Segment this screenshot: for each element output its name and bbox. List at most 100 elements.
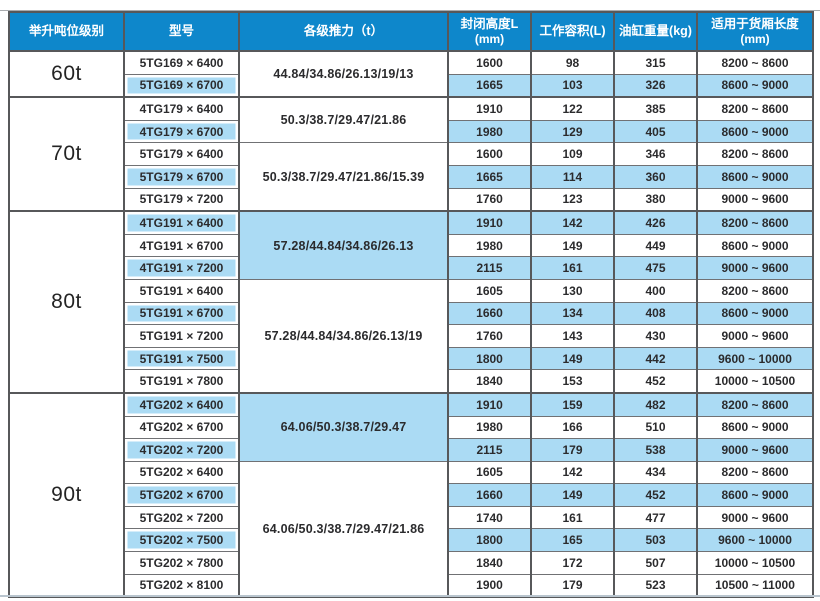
model-cell: 5TG191 × 7200 [123, 324, 240, 348]
col-header-label: 举升吨位级别 [28, 24, 104, 38]
weight-cell: 523 [613, 573, 698, 598]
model-cell: 5TG179 × 6400 [123, 142, 240, 166]
bottom-divider [0, 595, 820, 597]
model-cell: 5TG202 × 7800 [123, 551, 240, 575]
volume-cell: 149 [530, 346, 615, 371]
volume-cell: 179 [530, 438, 615, 462]
volume-cell: 143 [530, 324, 615, 348]
closed-height-cell: 1800 [447, 346, 532, 371]
table-row: 4TG191 × 7200 2115 161 475 9000 ~ 9600 [9, 256, 814, 280]
thrust-cell: 57.28/44.84/34.86/26.13/19 [238, 278, 449, 394]
table-header: 举升吨位级别 型号 各级推力（t） 封闭高度L (mm) 工作容积(L) 油缸重… [8, 12, 814, 52]
thrust-cell: 64.06/50.3/38.7/29.47 [238, 391, 449, 462]
closed-height-cell: 1600 [447, 49, 532, 75]
table-row: 80t 4TG191 × 6400 57.28/44.84/34.86/26.13 1… [8, 210, 814, 394]
weight-cell: 385 [613, 96, 698, 121]
box-length-cell: 9600 ~ 10000 [696, 346, 814, 371]
closed-height-cell: 2115 [447, 438, 532, 462]
thrust-cell: 50.3/38.7/29.47/21.86 [238, 96, 449, 144]
model-cell: 4TG202 × 6400 [123, 391, 240, 417]
volume-cell: 98 [530, 49, 615, 75]
weight-cell: 482 [613, 391, 698, 417]
col-header-cargo-box-length: 适用于货厢长度 (mm) [696, 12, 814, 52]
weight-cell: 510 [613, 415, 698, 440]
model-cell: 4TG202 × 6700 [123, 415, 240, 440]
closed-height-cell: 1665 [447, 73, 532, 98]
table-row: 5TG179 × 6400 50.3/38.7/29.47/21.86/15.39… [9, 142, 814, 212]
model-cell: 5TG202 × 6400 [123, 460, 240, 485]
volume-cell: 161 [530, 256, 615, 280]
top-divider [0, 10, 820, 11]
thrust-cell: 50.3/38.7/29.47/21.86/15.39 [238, 142, 449, 212]
box-length-cell: 8200 ~ 8600 [696, 391, 814, 417]
box-length-cell: 8200 ~ 8600 [696, 96, 814, 121]
volume-cell: 134 [530, 301, 615, 326]
header-row: 举升吨位级别 型号 各级推力（t） 封闭高度L (mm) 工作容积(L) 油缸重… [8, 12, 814, 52]
table-row: 70t 4TG179 × 6400 50.3/38.7/29.47/21.86 191… [8, 96, 814, 212]
volume-cell: 129 [530, 119, 615, 144]
table-row: 5TG202 × 7800 1840 172 507 10000 ~ 10500 [9, 551, 814, 575]
box-length-cell: 8600 ~ 9000 [696, 301, 814, 326]
model-cell: 4TG191 × 7200 [123, 256, 240, 280]
closed-height-cell: 1910 [447, 96, 532, 121]
volume-cell: 172 [530, 551, 615, 575]
model-cell: 5TG169 × 6400 [123, 49, 240, 75]
volume-cell: 159 [530, 391, 615, 417]
volume-cell: 165 [530, 528, 615, 553]
hydraulic-cylinder-spec-table: 举升吨位级别 型号 各级推力（t） 封闭高度L (mm) 工作容积(L) 油缸重… [8, 11, 814, 599]
table-row: 5TG191 × 7800 1840 153 452 10000 ~ 10500 [9, 369, 814, 394]
model-cell: 5TG191 × 7800 [123, 369, 240, 394]
box-length-cell: 9000 ~ 9600 [696, 187, 814, 212]
model-cell: 5TG169 × 6700 [123, 73, 240, 98]
table-row: 5TG191 × 6700 1660 134 408 8600 ~ 9000 [9, 301, 814, 326]
volume-cell: 142 [530, 210, 615, 235]
closed-height-cell: 1980 [447, 119, 532, 144]
col-header-label: 型号 [168, 24, 194, 38]
tonnage-cell: 70t [8, 96, 125, 212]
closed-height-cell: 1900 [447, 573, 532, 598]
closed-height-cell: 1600 [447, 142, 532, 166]
weight-cell: 538 [613, 438, 698, 462]
closed-height-cell: 1740 [447, 505, 532, 530]
weight-cell: 346 [613, 142, 698, 166]
table-row: 90t 4TG202 × 6400 64.06/50.3/38.7/29.47 191… [8, 391, 814, 598]
model-cell: 5TG202 × 8100 [123, 573, 240, 598]
table-row: 5TG179 × 7200 1760 123 380 9000 ~ 9600 [9, 187, 814, 212]
table-row: 5TG191 × 7200 1760 143 430 9000 ~ 9600 [9, 324, 814, 348]
model-cell: 5TG202 × 7500 [123, 528, 240, 553]
volume-cell: 179 [530, 573, 615, 598]
volume-cell: 149 [530, 483, 615, 507]
closed-height-cell: 1910 [447, 391, 532, 417]
box-length-cell: 8600 ~ 9000 [696, 73, 814, 98]
weight-cell: 430 [613, 324, 698, 348]
model-cell: 5TG191 × 6700 [123, 301, 240, 326]
model-cell: 5TG191 × 7500 [123, 346, 240, 371]
col-header-label: 各级推力（t） [303, 24, 384, 38]
volume-cell: 149 [530, 233, 615, 258]
table-row: 5TG179 × 6700 1665 114 360 8600 ~ 9000 [9, 164, 814, 189]
box-length-cell: 8200 ~ 8600 [696, 142, 814, 166]
col-header-label: 适用于货厢长度 [711, 16, 799, 31]
weight-cell: 452 [613, 483, 698, 507]
col-header-cylinder-weight: 油缸重量(kg) [613, 12, 698, 52]
thrust-cell: 64.06/50.3/38.7/29.47/21.86 [238, 460, 449, 598]
table-row: 4TG202 × 7200 2115 179 538 9000 ~ 9600 [9, 438, 814, 462]
table-row: 4TG191 × 6700 1980 149 449 8600 ~ 9000 [9, 233, 814, 258]
model-cell: 4TG191 × 6700 [123, 233, 240, 258]
weight-cell: 400 [613, 278, 698, 303]
closed-height-cell: 1665 [447, 164, 532, 189]
table-row: 60t 5TG169 × 6400 44.84/34.86/26.13/19/13 1… [8, 49, 814, 98]
weight-cell: 326 [613, 73, 698, 98]
model-cell: 5TG191 × 6400 [123, 278, 240, 303]
weight-cell: 452 [613, 369, 698, 394]
table-row: 5TG202 × 7500 1800 165 503 9600 ~ 10000 [9, 528, 814, 553]
col-header-closed-height: 封闭高度L (mm) [447, 12, 532, 52]
weight-cell: 380 [613, 187, 698, 212]
closed-height-cell: 1660 [447, 301, 532, 326]
col-header-model: 型号 [123, 12, 240, 52]
volume-cell: 161 [530, 505, 615, 530]
table-row: 5TG202 × 8100 1900 179 523 10500 ~ 11000 [9, 573, 814, 598]
tonnage-cell: 60t [8, 49, 125, 98]
box-length-cell: 8200 ~ 8600 [696, 49, 814, 75]
col-header-stage-thrust: 各级推力（t） [238, 12, 449, 52]
